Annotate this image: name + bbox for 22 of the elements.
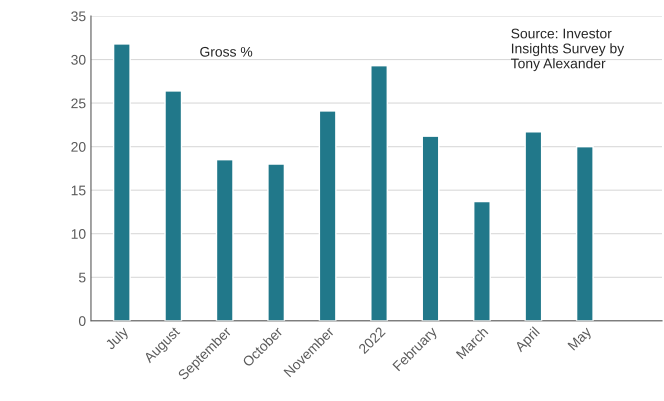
y-tick-label: 20 xyxy=(71,142,86,152)
y-tick-label: 25 xyxy=(71,98,86,108)
bar xyxy=(164,90,182,321)
bar xyxy=(216,159,234,321)
y-tick-label: 0 xyxy=(78,316,86,326)
x-tick-label: July xyxy=(104,326,131,352)
y-tick-label: 35 xyxy=(71,11,86,22)
annotation: Source: Investor Insights Survey by Tony Alexander xyxy=(510,28,624,72)
bar xyxy=(112,43,131,321)
bar xyxy=(370,64,388,321)
bar xyxy=(422,136,440,321)
bar xyxy=(267,163,286,321)
bar xyxy=(318,110,337,321)
bar xyxy=(576,146,594,321)
y-tick-label: 15 xyxy=(72,186,86,196)
y-tick-label: 30 xyxy=(71,54,86,65)
x-tick-label: May xyxy=(567,326,594,353)
bar xyxy=(524,131,542,321)
annotation: Gross % xyxy=(200,46,252,57)
bar xyxy=(473,200,491,321)
y-tick-label: 5 xyxy=(78,272,86,282)
y-tick-label: 10 xyxy=(72,229,86,239)
